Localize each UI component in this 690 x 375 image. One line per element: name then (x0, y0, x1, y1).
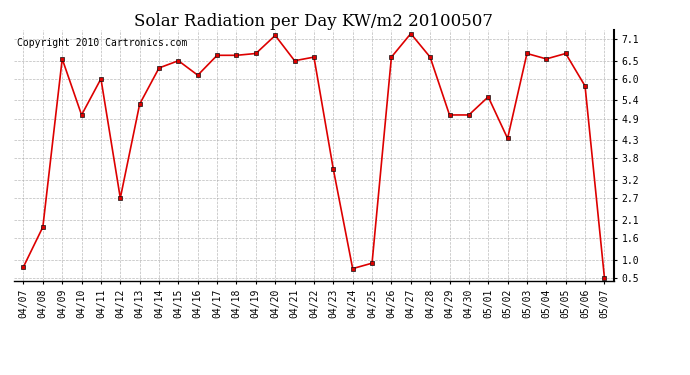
Title: Solar Radiation per Day KW/m2 20100507: Solar Radiation per Day KW/m2 20100507 (135, 13, 493, 30)
Text: Copyright 2010 Cartronics.com: Copyright 2010 Cartronics.com (17, 38, 187, 48)
